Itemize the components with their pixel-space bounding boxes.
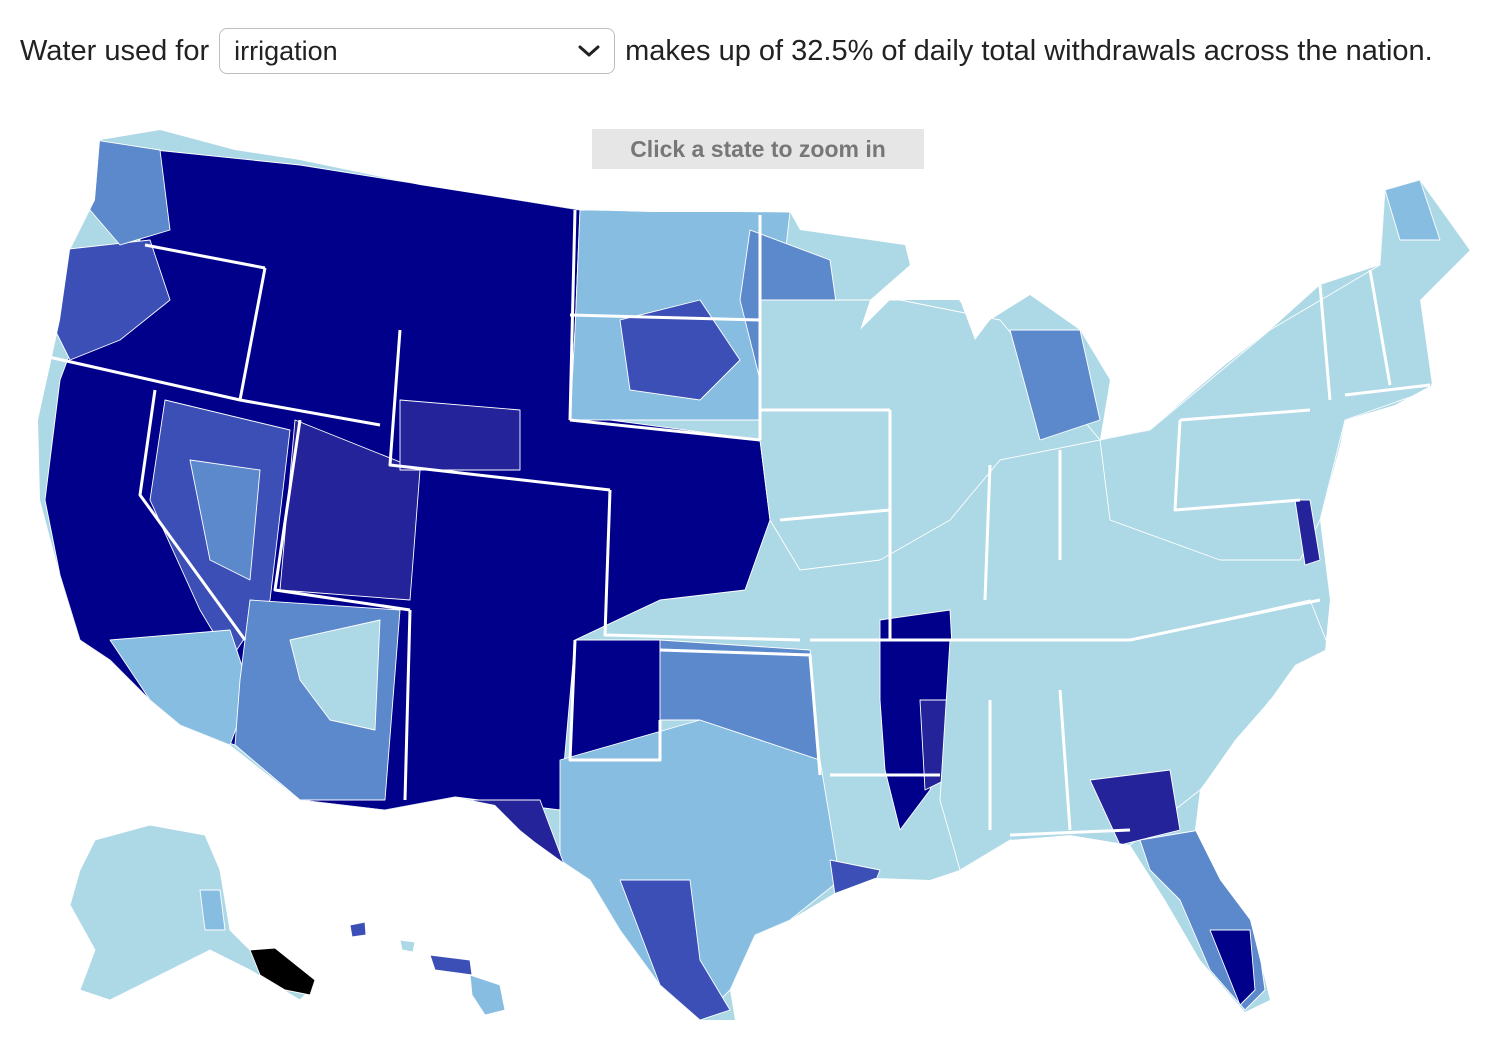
counties-delmarva bbox=[1294, 499, 1321, 566]
counties-hawaii-oahu bbox=[399, 939, 416, 953]
sentence-suffix: makes up of 32.5% of daily total withdra… bbox=[625, 34, 1433, 67]
counties-hawaii-big bbox=[469, 974, 506, 1016]
counties-texas-south bbox=[619, 879, 731, 1020]
counties-michigan-mixed bbox=[1009, 329, 1101, 441]
state-borders bbox=[39, 209, 1431, 837]
counties-oklahoma bbox=[659, 639, 821, 761]
sentence-prefix: Water used for bbox=[20, 34, 210, 67]
counties-nevada-center bbox=[189, 459, 261, 581]
counties-hawaii-kauai bbox=[349, 921, 367, 938]
counties-alaska-east bbox=[199, 889, 226, 931]
hawaii bbox=[349, 921, 506, 1016]
counties-maine-north bbox=[1384, 179, 1441, 241]
counties-california-south bbox=[109, 629, 251, 746]
counties-alaska-southeast bbox=[249, 947, 316, 996]
water-use-select[interactable]: irrigation bbox=[219, 28, 616, 74]
counties-dakotas-dark bbox=[619, 299, 741, 401]
chevron-down-icon bbox=[578, 45, 600, 57]
summary-sentence: Water used for irrigation makes up of 32… bbox=[20, 24, 1433, 78]
alaska bbox=[69, 824, 316, 1001]
counties-florida-south bbox=[1209, 929, 1256, 1006]
counties-georgia-south bbox=[1089, 769, 1181, 846]
counties-utah bbox=[279, 419, 421, 601]
water-use-select-value: irrigation bbox=[234, 35, 338, 66]
counties-alaska bbox=[69, 824, 311, 1001]
zoom-hint: Click a state to zoom in bbox=[592, 129, 924, 169]
counties-hawaii-maui bbox=[429, 954, 473, 976]
counties-wyoming-center bbox=[399, 399, 521, 471]
counties-arizona-center bbox=[289, 619, 381, 731]
